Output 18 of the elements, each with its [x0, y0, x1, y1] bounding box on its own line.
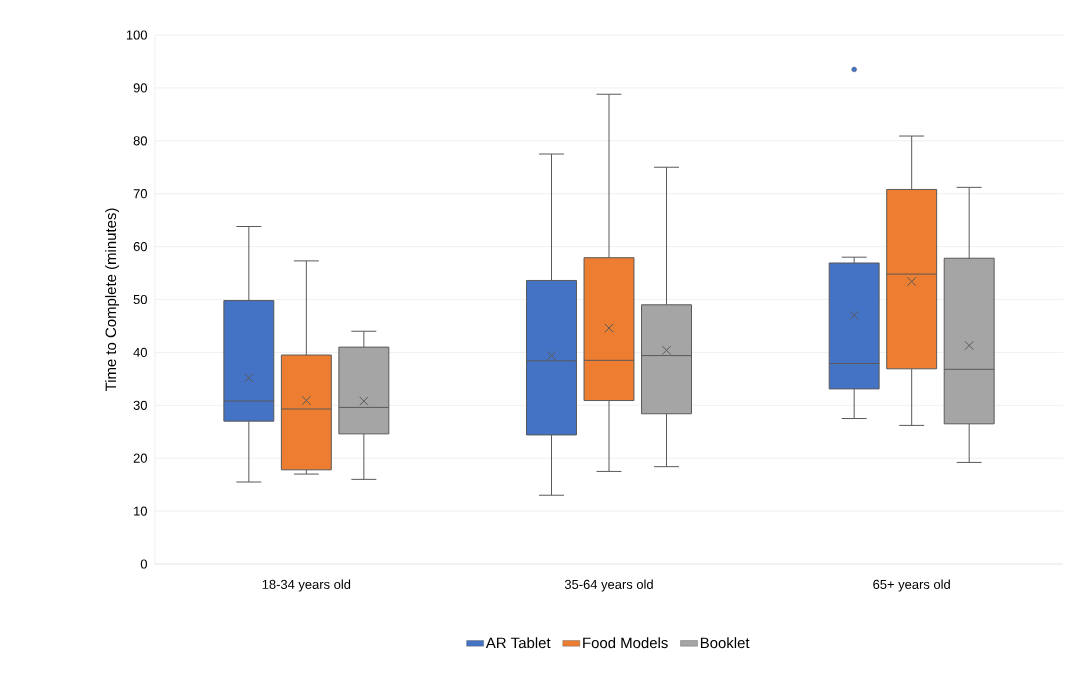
y-axis-title: Time to Complete (minutes) [105, 208, 120, 392]
x-tick-label: 18-34 years old [262, 579, 351, 592]
y-tick-label: 100 [126, 30, 147, 40]
x-tick-label: 65+ years old [873, 579, 950, 592]
y-tick-label: 30 [133, 400, 147, 410]
y-tick-label: 60 [133, 242, 147, 252]
legend-label: Booklet [700, 637, 750, 649]
y-tick-label: 70 [133, 189, 147, 199]
y-tick-label: 20 [133, 453, 147, 463]
x-tick-label: 35-64 years old [564, 579, 653, 592]
y-tick-label: 90 [133, 83, 147, 93]
y-tick-label: 40 [133, 347, 147, 357]
legend-label: Food Models [583, 637, 668, 649]
legend-label: AR Tablet [485, 637, 551, 649]
y-tick-label: 0 [140, 559, 147, 569]
y-tick-label: 10 [134, 506, 147, 516]
y-tick-label: 80 [133, 136, 147, 146]
y-tick-label: 50 [133, 294, 147, 305]
